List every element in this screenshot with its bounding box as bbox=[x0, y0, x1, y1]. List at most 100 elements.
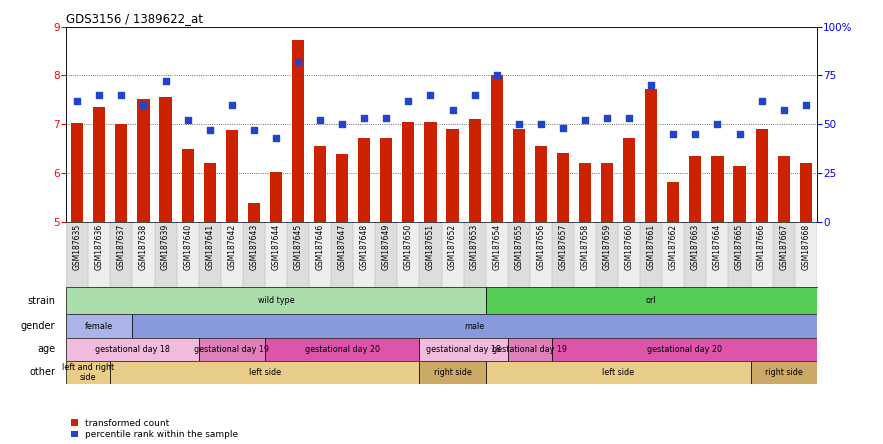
Bar bbox=[662, 222, 684, 286]
Legend: transformed count, percentile rank within the sample: transformed count, percentile rank withi… bbox=[71, 419, 238, 440]
Bar bbox=[668, 182, 679, 222]
Text: left side: left side bbox=[602, 368, 634, 377]
Bar bbox=[486, 361, 751, 384]
Text: GSM187665: GSM187665 bbox=[735, 223, 744, 270]
Bar bbox=[116, 124, 127, 222]
Bar bbox=[248, 203, 260, 222]
Point bbox=[578, 117, 592, 124]
Bar bbox=[419, 361, 486, 384]
Text: GSM187646: GSM187646 bbox=[315, 223, 325, 270]
Text: GSM187641: GSM187641 bbox=[205, 223, 215, 270]
Text: wild type: wild type bbox=[258, 296, 294, 305]
Point bbox=[159, 78, 173, 85]
Bar bbox=[442, 222, 464, 286]
Text: GSM187664: GSM187664 bbox=[713, 223, 722, 270]
Point bbox=[115, 91, 129, 99]
Point bbox=[755, 97, 769, 104]
Text: GSM187658: GSM187658 bbox=[580, 223, 590, 270]
Text: gender: gender bbox=[20, 321, 55, 331]
Text: female: female bbox=[86, 321, 113, 330]
Text: age: age bbox=[37, 344, 55, 354]
Point bbox=[534, 121, 548, 128]
Bar bbox=[469, 119, 480, 222]
Text: GSM187668: GSM187668 bbox=[801, 223, 811, 270]
Bar bbox=[110, 222, 132, 286]
Text: GSM187637: GSM187637 bbox=[117, 223, 126, 270]
Point bbox=[667, 131, 681, 138]
Bar bbox=[66, 361, 110, 384]
Text: GDS3156 / 1389622_at: GDS3156 / 1389622_at bbox=[66, 12, 203, 25]
Bar bbox=[513, 129, 525, 222]
Bar bbox=[579, 163, 591, 222]
Point bbox=[380, 115, 394, 122]
Bar bbox=[381, 138, 392, 222]
Point bbox=[70, 97, 85, 104]
Bar bbox=[486, 286, 817, 314]
Bar bbox=[309, 222, 331, 286]
Text: gestational day 19: gestational day 19 bbox=[194, 345, 269, 354]
Bar bbox=[265, 337, 419, 361]
Text: orl: orl bbox=[645, 296, 657, 305]
Bar bbox=[88, 222, 110, 286]
Bar bbox=[66, 314, 132, 337]
Bar bbox=[706, 222, 728, 286]
Bar bbox=[419, 222, 442, 286]
Text: GSM187654: GSM187654 bbox=[492, 223, 502, 270]
Bar bbox=[751, 361, 817, 384]
Bar bbox=[464, 222, 486, 286]
Bar bbox=[353, 222, 375, 286]
Point bbox=[137, 101, 151, 108]
Bar bbox=[486, 222, 508, 286]
Point bbox=[799, 101, 813, 108]
Bar bbox=[557, 153, 569, 222]
Bar bbox=[132, 222, 155, 286]
Bar bbox=[314, 146, 326, 222]
Point bbox=[600, 115, 615, 122]
Bar bbox=[199, 337, 265, 361]
Bar bbox=[199, 222, 221, 286]
Point bbox=[402, 97, 416, 104]
Text: GSM187640: GSM187640 bbox=[183, 223, 192, 270]
Bar bbox=[684, 222, 706, 286]
Bar bbox=[182, 150, 193, 222]
Point bbox=[556, 124, 570, 131]
Bar bbox=[66, 222, 88, 286]
Point bbox=[313, 117, 328, 124]
Text: GSM187643: GSM187643 bbox=[249, 223, 259, 270]
Bar bbox=[66, 286, 486, 314]
Bar bbox=[530, 222, 552, 286]
Bar bbox=[690, 156, 701, 222]
Bar bbox=[552, 337, 817, 361]
Text: GSM187645: GSM187645 bbox=[293, 223, 303, 270]
Bar bbox=[751, 222, 773, 286]
Bar bbox=[623, 138, 635, 222]
Bar bbox=[336, 155, 348, 222]
Bar bbox=[734, 166, 745, 222]
Bar bbox=[160, 97, 171, 222]
Bar bbox=[425, 122, 436, 222]
Text: GSM187655: GSM187655 bbox=[514, 223, 524, 270]
Text: GSM187652: GSM187652 bbox=[448, 223, 457, 270]
Bar bbox=[138, 99, 149, 222]
Bar bbox=[574, 222, 596, 286]
Point bbox=[291, 58, 306, 65]
Text: right side: right side bbox=[765, 368, 803, 377]
Bar bbox=[795, 222, 817, 286]
Bar bbox=[756, 129, 767, 222]
Point bbox=[710, 121, 724, 128]
Bar bbox=[778, 156, 789, 222]
Bar bbox=[508, 222, 530, 286]
Bar bbox=[110, 361, 419, 384]
Text: left side: left side bbox=[249, 368, 281, 377]
Text: GSM187660: GSM187660 bbox=[624, 223, 634, 270]
Bar bbox=[270, 172, 282, 222]
Bar bbox=[640, 222, 662, 286]
Bar bbox=[645, 89, 657, 222]
Text: GSM187638: GSM187638 bbox=[139, 223, 148, 270]
Bar bbox=[243, 222, 265, 286]
Bar bbox=[419, 337, 508, 361]
Text: GSM187659: GSM187659 bbox=[602, 223, 612, 270]
Text: GSM187636: GSM187636 bbox=[94, 223, 104, 270]
Point bbox=[645, 82, 659, 89]
Text: GSM187656: GSM187656 bbox=[536, 223, 546, 270]
